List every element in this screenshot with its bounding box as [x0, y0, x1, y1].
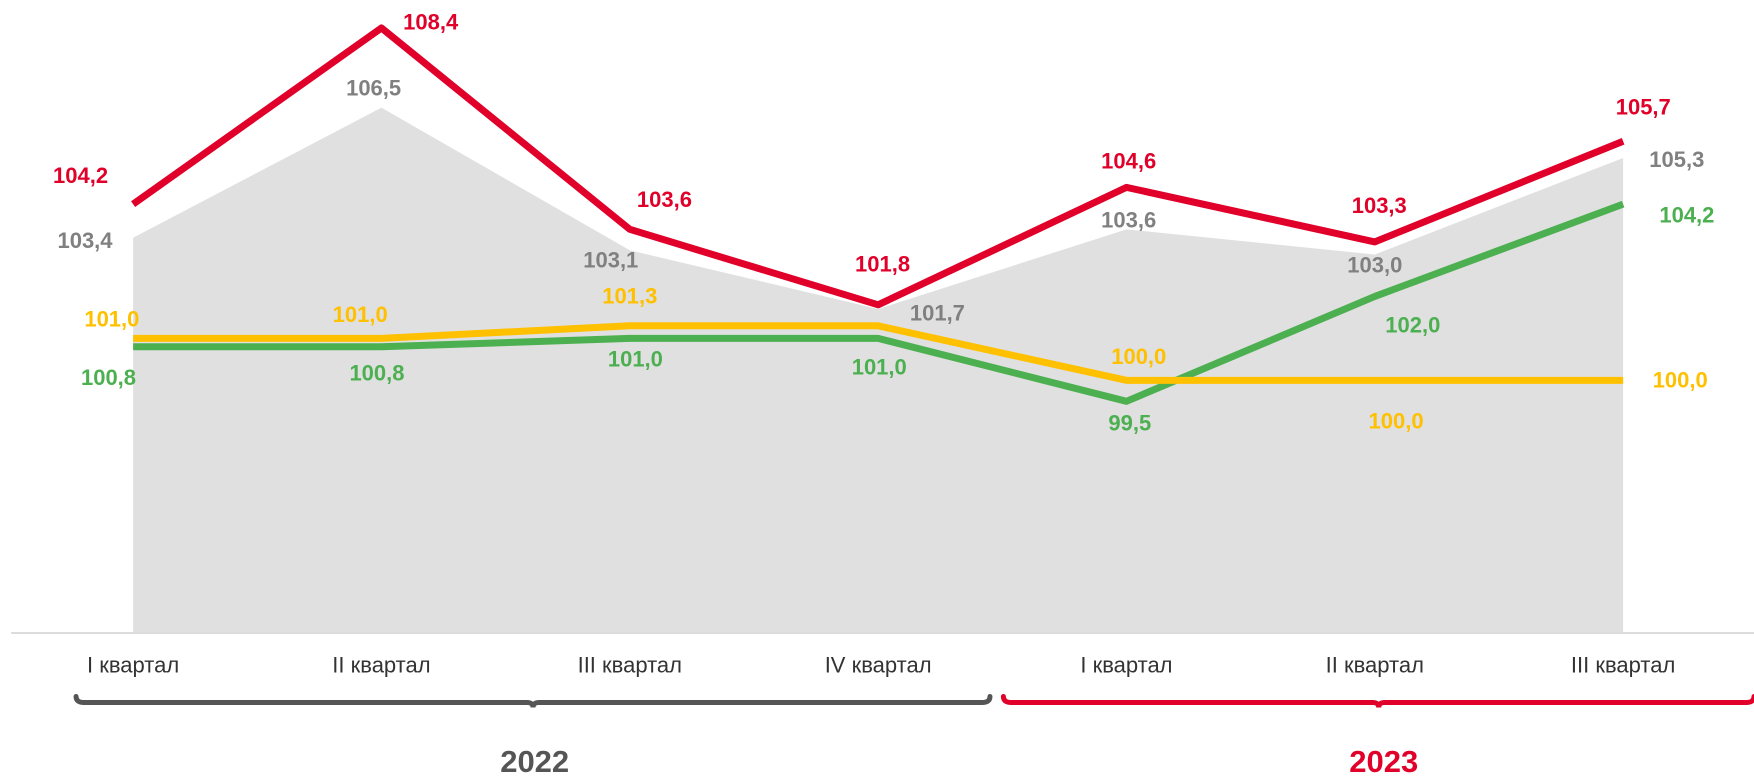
x-tick-label: II квартал	[1326, 653, 1424, 678]
value-label: 101,3	[602, 284, 657, 309]
x-tick-label: I квартал	[1080, 653, 1172, 678]
line	[133, 322, 1624, 384]
value-label: 105,3	[1649, 147, 1704, 172]
x-tick-label: I квартал	[87, 653, 179, 678]
value-label: 105,7	[1616, 95, 1671, 120]
value-label: 101,0	[84, 306, 139, 331]
area	[133, 107, 1624, 633]
line	[133, 200, 1625, 405]
group-brace	[1000, 693, 1754, 708]
x-tick-label: III квартал	[1571, 653, 1675, 678]
value-label: 106,5	[346, 76, 401, 101]
value-label: 103,4	[57, 228, 113, 253]
value-label: 100,0	[1369, 409, 1424, 434]
value-label: 101,0	[608, 347, 663, 372]
x-tick-label: IV квартал	[825, 653, 932, 678]
value-label: 104,6	[1101, 149, 1156, 174]
value-label: 103,6	[637, 187, 692, 212]
value-label: 103,3	[1352, 193, 1407, 218]
group-brace	[73, 693, 993, 708]
value-label: 100,8	[81, 365, 136, 390]
value-label: 100,8	[349, 361, 404, 386]
x-tick-label: III квартал	[578, 653, 682, 678]
value-label: 101,0	[852, 354, 907, 379]
value-label: 101,0	[333, 302, 388, 327]
value-label: 102,0	[1385, 312, 1440, 337]
value-label: 103,0	[1347, 253, 1402, 278]
value-label: 99,5	[1108, 411, 1151, 436]
value-label: 100,0	[1111, 344, 1166, 369]
value-label: 104,2	[1659, 202, 1714, 227]
value-label: 104,2	[53, 163, 108, 188]
group-label: 2022	[500, 744, 569, 779]
group-label: 2023	[1349, 744, 1418, 779]
value-label: 108,4	[403, 9, 459, 34]
value-label: 100,0	[1653, 367, 1708, 392]
value-label: 103,1	[583, 247, 638, 272]
x-tick-label: II квартал	[332, 653, 430, 678]
value-label: 101,8	[855, 251, 910, 276]
value-label: 101,7	[910, 300, 965, 325]
line	[131, 24, 1625, 309]
value-label: 103,6	[1101, 207, 1156, 232]
